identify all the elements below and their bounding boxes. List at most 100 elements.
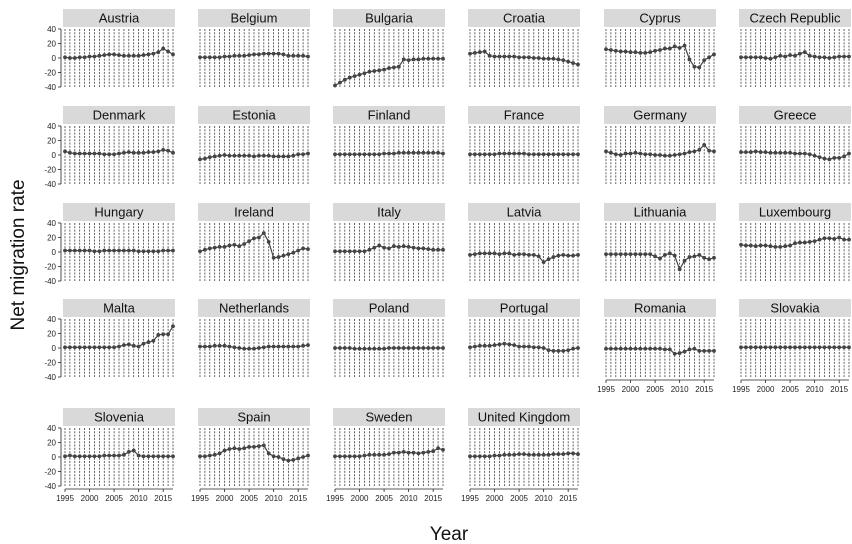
data-point: [367, 69, 372, 74]
data-point: [301, 455, 305, 459]
data-point: [744, 345, 748, 350]
data-point: [242, 242, 247, 246]
data-point: [261, 443, 266, 448]
data-point: [291, 53, 296, 58]
data-point: [161, 454, 166, 459]
data-point: [744, 150, 748, 155]
data-point: [832, 156, 837, 160]
data-point: [68, 248, 72, 253]
panel-strip: [63, 408, 175, 426]
x-tick-label: 2000: [622, 385, 640, 394]
data-point: [778, 345, 783, 350]
panel-romania: Romania 1995 2000 2005 2010 2015: [597, 299, 716, 394]
data-point: [576, 253, 580, 257]
data-point: [522, 151, 526, 156]
panel-strip: [604, 9, 716, 27]
data-point: [546, 152, 551, 157]
data-point: [421, 450, 426, 455]
data-point: [392, 151, 396, 156]
data-point: [352, 152, 357, 157]
data-point: [401, 346, 406, 350]
data-point: [571, 253, 575, 258]
data-point: [536, 56, 541, 60]
data-point: [561, 58, 566, 63]
data-point: [237, 346, 242, 350]
data-point: [653, 153, 657, 157]
data-point: [161, 46, 166, 51]
data-point: [301, 152, 305, 157]
panel-strip: [333, 106, 445, 124]
data-point: [171, 454, 175, 459]
data-point: [847, 151, 851, 156]
data-point: [266, 344, 271, 349]
data-point: [832, 55, 837, 60]
data-point: [281, 457, 286, 462]
data-point: [338, 152, 342, 157]
data-point: [392, 346, 396, 350]
data-point: [77, 151, 82, 156]
panel-strip: [604, 203, 716, 221]
y-tick-label: -40: [44, 482, 56, 491]
data-point: [566, 253, 571, 258]
panel-strip: [468, 299, 580, 317]
data-point: [748, 150, 753, 155]
y-tick-label: 40: [47, 25, 56, 34]
data-point: [237, 53, 242, 58]
panel-netherlands: Netherlands: [198, 299, 310, 377]
panel-cyprus: Cyprus: [604, 9, 716, 87]
data-point: [232, 242, 237, 247]
panel-title: Hungary: [94, 205, 144, 220]
panel-france: France: [468, 106, 580, 184]
data-point: [677, 267, 682, 272]
panel-denmark: Denmark -40 -20 0 20 40: [44, 106, 175, 189]
data-point: [77, 345, 82, 350]
data-point: [648, 252, 653, 257]
panel-greece: Greece: [739, 106, 851, 184]
data-point: [468, 345, 472, 350]
data-point: [92, 454, 97, 459]
data-point: [431, 449, 436, 454]
data-point: [77, 55, 82, 60]
data-point: [837, 345, 842, 350]
data-point: [281, 344, 286, 349]
panel-hungary: Hungary -40 -20 0 20 40: [44, 203, 175, 286]
data-point: [522, 252, 526, 257]
data-point: [707, 55, 711, 60]
data-point: [702, 142, 707, 147]
data-point: [257, 52, 261, 57]
data-point: [648, 50, 653, 55]
data-point: [296, 152, 301, 157]
data-point: [166, 332, 170, 337]
data-point: [242, 53, 247, 58]
data-point: [276, 51, 281, 56]
data-point: [566, 152, 571, 157]
data-point: [82, 55, 87, 60]
panel-title: Portugal: [500, 301, 549, 316]
panel-strip: [198, 299, 310, 317]
data-point: [431, 346, 436, 350]
data-point: [72, 454, 77, 459]
y-tick-label: 40: [47, 424, 56, 433]
data-point: [827, 345, 832, 350]
y-tick-label: 0: [52, 151, 57, 160]
panel-strip: [63, 203, 175, 221]
data-point: [702, 255, 707, 260]
data-point: [217, 451, 222, 456]
x-tick-label: 2005: [105, 494, 123, 503]
data-point: [556, 152, 561, 157]
data-point: [87, 151, 92, 156]
data-point: [198, 249, 202, 254]
data-point: [517, 252, 521, 257]
x-tick-label: 1995: [597, 385, 615, 394]
panel-ireland: Ireland: [198, 203, 310, 281]
data-point: [266, 153, 271, 158]
data-point: [401, 450, 406, 454]
data-point: [502, 54, 507, 59]
panel-malta: Malta -40 -20 0 20 40: [44, 299, 175, 382]
data-point: [609, 346, 613, 351]
data-point: [546, 257, 551, 262]
data-point: [531, 56, 536, 60]
data-point: [227, 54, 232, 59]
data-point: [136, 249, 141, 254]
data-point: [847, 345, 851, 350]
